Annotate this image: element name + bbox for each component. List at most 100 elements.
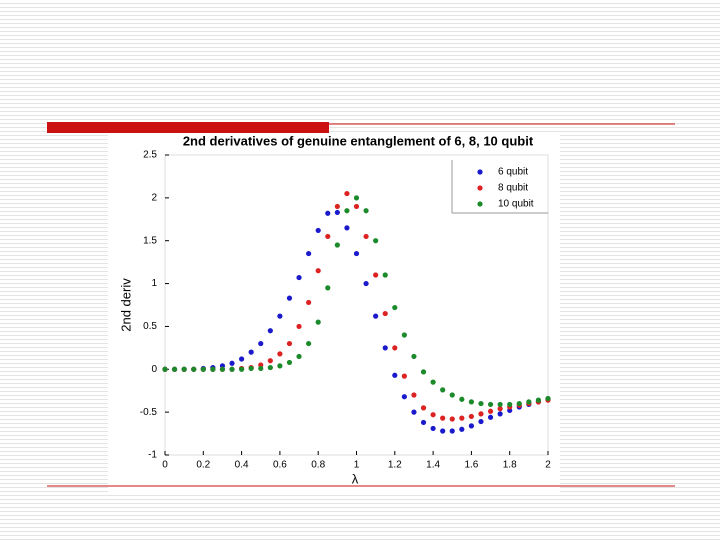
data-point <box>373 313 379 319</box>
data-point <box>411 392 417 398</box>
data-point <box>392 345 398 351</box>
data-point <box>315 319 321 325</box>
data-point <box>440 428 446 434</box>
data-point <box>219 366 226 372</box>
data-point <box>334 203 340 210</box>
data-point <box>267 364 273 371</box>
data-point <box>392 372 398 378</box>
data-point <box>478 411 484 417</box>
data-point <box>373 238 379 244</box>
data-point <box>478 418 484 425</box>
data-point <box>516 400 522 407</box>
x-tick-label: 1.6 <box>464 460 478 471</box>
data-point <box>267 358 273 364</box>
data-point <box>401 394 407 400</box>
data-point <box>420 405 427 411</box>
data-point <box>430 379 436 385</box>
chart-background <box>108 132 560 492</box>
legend-label: 6 qubit <box>498 167 528 178</box>
data-point <box>239 366 245 372</box>
data-point <box>468 413 474 420</box>
data-point <box>353 250 360 257</box>
data-point <box>277 313 283 319</box>
data-point <box>382 310 388 317</box>
legend-label: 8 qubit <box>498 183 528 194</box>
data-point <box>420 369 427 375</box>
data-point <box>487 408 494 414</box>
y-tick-label: 2.5 <box>143 150 157 161</box>
data-point <box>459 426 465 432</box>
x-tick-label: 0.4 <box>235 460 249 471</box>
data-point <box>401 332 407 338</box>
data-point <box>382 272 388 278</box>
data-point <box>487 401 494 408</box>
data-point <box>210 366 216 372</box>
data-point <box>411 409 417 415</box>
data-point <box>286 340 293 347</box>
data-point <box>392 304 398 311</box>
data-point <box>344 190 350 197</box>
y-axis-label: 2nd deriv <box>118 278 133 332</box>
legend-marker <box>477 201 483 207</box>
data-point <box>325 233 331 240</box>
data-point <box>401 373 407 379</box>
data-point <box>277 351 283 357</box>
y-tick-label: 1.5 <box>143 235 157 246</box>
data-point <box>325 210 331 216</box>
data-point <box>526 399 532 405</box>
data-point <box>468 399 474 405</box>
data-point <box>487 414 494 420</box>
data-point <box>478 400 484 407</box>
data-point <box>315 227 321 234</box>
x-tick-label: 1.2 <box>388 460 402 471</box>
data-point <box>171 366 178 372</box>
y-tick-label: 0.5 <box>143 321 157 332</box>
data-point <box>373 272 379 278</box>
legend-marker <box>477 169 483 175</box>
data-point <box>277 363 283 369</box>
y-tick-label: 0 <box>151 364 157 375</box>
data-point <box>353 203 360 210</box>
x-tick-label: 0.2 <box>196 460 210 471</box>
x-tick-label: 1 <box>354 460 360 471</box>
data-point <box>306 340 312 347</box>
data-point <box>267 328 273 334</box>
data-point <box>344 225 350 231</box>
data-point <box>353 195 360 201</box>
data-point <box>411 353 417 360</box>
x-tick-label: 1.4 <box>426 460 440 471</box>
data-point <box>296 323 302 330</box>
data-point <box>315 268 321 274</box>
data-point <box>239 356 245 362</box>
x-tick-label: 0.6 <box>273 460 287 471</box>
y-tick-label: 2 <box>151 192 157 203</box>
data-point <box>545 395 551 402</box>
legend-marker <box>477 185 483 191</box>
data-point <box>497 401 503 408</box>
data-point <box>181 366 187 372</box>
data-point <box>497 406 503 412</box>
x-axis-label: λ <box>352 471 359 486</box>
data-point <box>449 392 455 398</box>
data-point <box>286 359 293 366</box>
data-point <box>191 366 197 372</box>
data-point <box>420 419 427 426</box>
data-point <box>258 340 264 347</box>
data-point <box>363 233 369 240</box>
data-point <box>449 416 455 422</box>
data-point <box>497 411 503 417</box>
data-point <box>200 366 206 372</box>
data-point <box>325 285 331 291</box>
data-point <box>430 412 436 418</box>
data-point <box>162 366 168 372</box>
y-tick-label: -1 <box>148 450 157 461</box>
data-point <box>449 428 455 434</box>
y-tick-label: -0.5 <box>140 407 158 418</box>
x-tick-label: 0.8 <box>311 460 325 471</box>
data-point <box>459 415 465 421</box>
legend-label: 10 qubit <box>498 199 534 210</box>
data-point <box>344 208 350 214</box>
data-point <box>468 423 474 429</box>
data-point <box>248 349 254 355</box>
